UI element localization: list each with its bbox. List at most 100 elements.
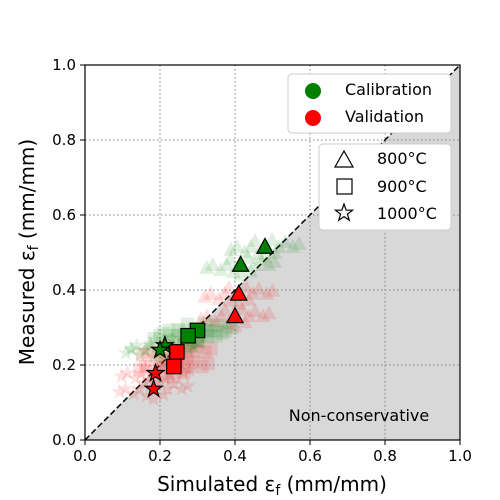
y-tick-label: 0.8 [52, 131, 76, 149]
cloud-marker [277, 233, 293, 248]
cloud-marker [142, 335, 158, 351]
cloud-marker [245, 285, 261, 300]
cloud-marker [142, 337, 159, 353]
cloud-marker [238, 278, 254, 293]
cloud-marker [118, 344, 134, 360]
cloud-marker [217, 302, 233, 317]
cloud-marker [181, 361, 198, 378]
cloud-marker [147, 374, 164, 391]
calibration-900-point [180, 327, 196, 344]
x-tick-label: 0.2 [148, 447, 172, 465]
cloud-marker [197, 288, 213, 303]
cloud-marker [253, 251, 269, 266]
cloud-marker [137, 358, 154, 375]
cloud-marker [267, 244, 283, 259]
cloud-marker [209, 328, 223, 343]
cloud-marker [267, 253, 283, 268]
cloud-marker [207, 313, 223, 328]
cloud-marker [132, 346, 148, 362]
cloud-marker [211, 290, 227, 305]
cloud-marker [140, 371, 157, 388]
cloud-marker [199, 308, 215, 323]
legend-calibration-label: Calibration [345, 80, 432, 99]
cloud-marker [152, 373, 169, 389]
cloud-marker [204, 323, 219, 338]
cloud-marker [261, 256, 277, 271]
legend-square-marker [336, 178, 353, 195]
cloud-marker [237, 243, 253, 258]
cloud-marker [167, 328, 181, 343]
legend-calibration-swatch [305, 83, 321, 99]
cloud-marker [237, 314, 253, 329]
cloud-marker [285, 238, 301, 253]
cloud-marker [157, 370, 174, 387]
cloud-marker [265, 282, 281, 297]
cloud-marker [184, 345, 198, 359]
validation-1000-point [143, 378, 164, 398]
cloud-marker [291, 235, 307, 250]
cloud-marker [113, 367, 130, 384]
color-legend: Calibration Validation [287, 73, 452, 134]
cloud-marker [156, 326, 171, 341]
scatter-points [143, 237, 275, 398]
validation-800-point [229, 283, 248, 301]
cloud-marker [138, 387, 155, 403]
cloud-marker [243, 262, 259, 277]
cloud-marker [138, 341, 154, 357]
cloud-marker [117, 380, 134, 396]
x-tick-label: 0.4 [223, 447, 247, 465]
cloud-marker [184, 337, 201, 353]
cloud-marker [145, 348, 161, 364]
cloud-marker [224, 320, 239, 335]
cloud-marker [187, 354, 201, 369]
x-tick-label: 1.0 [448, 447, 472, 465]
cloud-marker [203, 285, 219, 300]
cloud-marker [205, 256, 221, 271]
cloud-marker [247, 303, 263, 318]
cloud-marker [240, 249, 256, 264]
legend-800-label: 800°C [377, 149, 427, 168]
cloud-marker [213, 308, 229, 323]
cloud-marker [257, 248, 273, 263]
cloud-marker [146, 331, 163, 347]
legend-validation-label: Validation [345, 107, 424, 126]
cloud-marker [154, 357, 171, 374]
cloud-marker [271, 238, 287, 253]
cloud-marker [218, 323, 233, 338]
cloud-marker [145, 390, 162, 406]
cloud-marker [125, 385, 142, 401]
legend-900-label: 900°C [377, 177, 427, 196]
cloud-marker [229, 238, 245, 253]
y-tick-label: 0.2 [52, 356, 76, 374]
legend-validation-swatch [305, 110, 321, 126]
cloud-marker [124, 341, 140, 357]
cloud-marker [133, 362, 147, 377]
cloud-marker [213, 261, 229, 276]
cloud-marker [155, 386, 172, 402]
cloud-marker [127, 369, 144, 386]
cloud-marker [219, 256, 235, 271]
cloud-marker [136, 342, 153, 358]
cloud-marker [190, 334, 207, 350]
marker-legend: 800°C 900°C 1000°C [318, 143, 452, 231]
cloud-marker [180, 341, 196, 357]
calibration-800-point [231, 255, 250, 272]
cloud-marker [227, 318, 243, 333]
shaded-region-label: Non-conservative [289, 406, 429, 425]
cloud-marker [233, 266, 249, 281]
cloud-marker [173, 380, 190, 396]
cloud-marker [163, 330, 180, 346]
cloud-marker [210, 318, 225, 333]
cloud-marker [186, 338, 202, 354]
cloud-marker [264, 231, 280, 246]
cloud-marker [255, 308, 271, 323]
calibration-1000-point [149, 339, 171, 359]
legend-triangle-marker [333, 149, 355, 168]
cloud-marker [122, 340, 139, 356]
cloud-marker [231, 295, 247, 310]
cloud-marker [111, 383, 128, 399]
cloud-marker [241, 308, 257, 323]
cloud-marker [159, 380, 176, 396]
cloud-marker [234, 301, 250, 316]
